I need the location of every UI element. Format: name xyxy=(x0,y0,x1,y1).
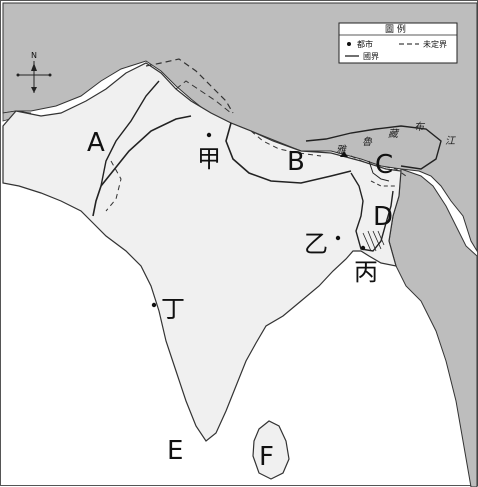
city-bing-dot xyxy=(360,245,366,251)
city-yi-dot xyxy=(335,235,341,241)
border-northeast-dashed xyxy=(350,155,407,177)
region-label-a: A xyxy=(87,128,105,158)
border-india-east-dashed xyxy=(370,180,396,187)
city-label-jia: 甲 xyxy=(197,145,221,173)
border-india-nepal xyxy=(225,122,352,184)
region-label-b: B xyxy=(287,147,305,177)
city-label-ding: 丁 xyxy=(161,295,185,323)
border-bangladesh xyxy=(350,172,394,252)
delta-hatching xyxy=(362,230,385,252)
legend-title: 圖 例 xyxy=(385,23,406,35)
peak-marker xyxy=(340,151,348,157)
border-afghanistan-pakistan xyxy=(100,80,160,187)
compass-arrow-icon xyxy=(31,63,37,71)
border-kashmir-dashed xyxy=(145,58,234,114)
border-pakistan-india xyxy=(92,115,192,217)
city-ding-dot xyxy=(151,302,157,308)
legend: 圖 例 都市 未定界 國界 xyxy=(338,22,458,64)
river-branch xyxy=(368,160,390,182)
border-himalaya-dashed xyxy=(175,80,232,114)
legend-city: 都市 xyxy=(357,39,373,49)
city-jia-dot xyxy=(206,132,212,138)
border-nepal-bhutan-dashed xyxy=(250,130,322,157)
yarlung-tsangpo-river xyxy=(305,125,442,170)
river-char-3: 藏 xyxy=(388,128,400,140)
river-char-5: 江 xyxy=(445,135,456,147)
river-char-4: 布 xyxy=(414,121,426,133)
legend-border: 國界 xyxy=(363,52,379,61)
legend-undefined-border: 未定界 xyxy=(423,39,447,49)
city-label-yi: 乙 xyxy=(304,230,328,258)
city-legend-dot xyxy=(347,42,351,46)
region-label-d: D xyxy=(373,202,393,232)
region-label-f: F xyxy=(259,442,274,472)
region-label-c: C xyxy=(375,150,393,180)
compass-north-label: N xyxy=(31,51,37,60)
compass: N xyxy=(16,51,52,93)
river-char-2: 魯 xyxy=(362,136,373,148)
sri-lanka-island xyxy=(252,420,290,480)
region-label-e: E xyxy=(167,436,183,466)
border-west-dashed xyxy=(105,160,122,212)
south-asia-landmass xyxy=(2,62,402,442)
city-label-bing: 丙 xyxy=(354,258,378,286)
